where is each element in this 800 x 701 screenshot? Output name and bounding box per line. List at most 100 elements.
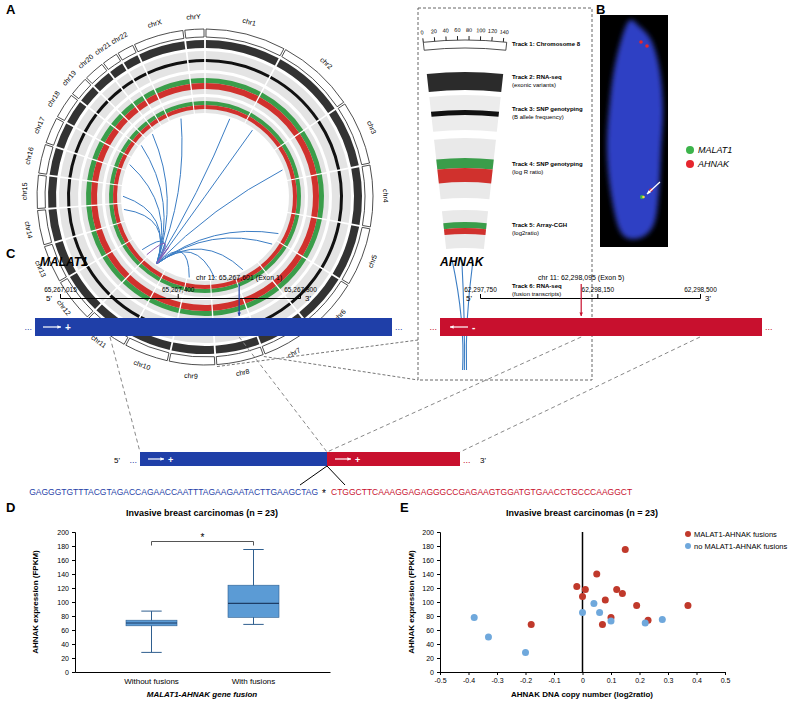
track-band (118, 154, 127, 169)
chromosome-label: chr16 (24, 146, 35, 165)
track-band (60, 151, 84, 178)
gene-bar (35, 318, 392, 336)
breakpoint-label: chr 11: 65,267,601 (Exon 1) (196, 274, 282, 282)
tick-label: 0 (420, 29, 424, 35)
whisker (151, 611, 152, 652)
tick-mark (700, 294, 701, 298)
box-chart: 020406080100120140160180200Without fusio… (31, 508, 331, 699)
arrow-part (581, 284, 582, 316)
legend-label: AHNAK (697, 159, 730, 169)
track-band (191, 83, 204, 90)
panel-label: C (6, 246, 16, 261)
track-band (206, 105, 249, 119)
tick-mark (72, 574, 75, 575)
tick-label: -0.4 (463, 677, 475, 684)
track-band (429, 95, 500, 132)
tick-label: 100 (476, 27, 485, 33)
strand: - (472, 322, 475, 333)
track-band (212, 294, 248, 321)
tick-label: 180 (422, 543, 434, 550)
tick-mark (72, 672, 75, 673)
tick: 160 (57, 557, 75, 564)
tick-mark (697, 672, 698, 675)
tick: 0.5 (721, 672, 731, 684)
tick-mark (72, 546, 75, 547)
box (126, 620, 177, 626)
tick-label: 20 (426, 655, 434, 662)
fusion-link (452, 261, 463, 370)
track-band (67, 179, 71, 206)
tick-label: -0.5 (434, 677, 446, 684)
tick: 180 (57, 543, 75, 550)
tick-label: -0.3 (491, 677, 503, 684)
fusion-link (130, 165, 162, 264)
point (471, 614, 478, 621)
track-band (48, 176, 57, 207)
tick: 180 (422, 543, 440, 550)
track-band (147, 60, 187, 74)
point (684, 602, 691, 609)
tick: With fusions (232, 672, 276, 686)
tick-mark (437, 630, 440, 631)
tick-label: 0.2 (635, 677, 645, 684)
arrow-part (347, 457, 351, 460)
point (528, 621, 535, 628)
track-band (117, 223, 129, 243)
legend: MALAT1-AHNAK fusionsno MALAT1-AHNAK fusi… (685, 530, 787, 551)
tick-mark (437, 644, 440, 645)
tick-label: 140 (57, 571, 69, 578)
track-band (187, 51, 204, 71)
tick-label: 200 (57, 529, 69, 536)
tick: 0 (430, 669, 440, 676)
track-band (132, 133, 142, 143)
track-title: Track 3: SNP genotyping (512, 106, 583, 112)
track-subtitle: (fusion transcripts) (512, 291, 561, 297)
track-band (190, 73, 204, 95)
track-band (125, 107, 139, 120)
track-band (186, 40, 204, 49)
tick-mark (440, 672, 441, 675)
track-band (109, 222, 132, 247)
arrow-part (237, 312, 240, 316)
point (573, 583, 580, 590)
chromosome-label: chr21 (93, 40, 111, 56)
tick-mark (480, 36, 481, 40)
tick-label: 160 (422, 557, 434, 564)
box-marks (126, 550, 279, 653)
track-band (113, 185, 118, 203)
zero-line (582, 532, 584, 672)
continuation: ... (765, 322, 773, 332)
panel-label: B (596, 2, 605, 17)
fusion-bar (140, 452, 327, 466)
tick-label: -0.2 (520, 677, 532, 684)
significance: * (201, 532, 205, 543)
track-band (91, 206, 101, 230)
point (579, 593, 586, 600)
figure: ABCDEchr1chr2chr3chr4chr5chr6chr7chr8chr… (0, 0, 800, 701)
tick-label: 80 (426, 613, 434, 620)
tick-mark (437, 532, 440, 533)
tick-label: 100 (57, 599, 69, 606)
track-title: Track 5: Array-CGH (512, 222, 567, 228)
track-band (146, 94, 158, 104)
strand: + (355, 455, 360, 465)
tick: 0 (65, 669, 75, 676)
tick-label: 120 (488, 28, 498, 35)
point (579, 609, 586, 616)
point (596, 609, 603, 616)
track-band (96, 229, 111, 254)
tick-label: 65,267,400 (162, 286, 195, 293)
tick-label: 0.4 (692, 677, 702, 684)
tick-mark (178, 294, 179, 298)
tick-label: 180 (57, 543, 69, 550)
tick-mark (437, 546, 440, 547)
scatter-marks (471, 546, 692, 656)
tick-label: 140 (499, 29, 509, 36)
track-band (245, 109, 287, 149)
legend-label: MALAT1 (698, 145, 732, 155)
track-subtitle: (log2ratio) (512, 230, 539, 236)
strand: + (65, 322, 71, 333)
chromosome-label: chr4 (382, 189, 389, 203)
tick: 62,298,150 (582, 286, 615, 298)
tick-label: 40 (442, 27, 448, 33)
